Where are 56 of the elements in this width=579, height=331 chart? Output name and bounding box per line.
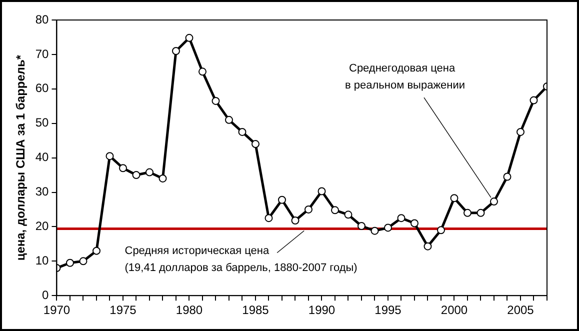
point [331,206,339,214]
point [119,164,127,172]
point [172,47,180,56]
ref-line-label: Средняя историческая цена (19,41 долларов за баррель, 1880-2007 годы) [124,244,358,274]
point [450,194,458,202]
x-tick-label: 1975 [110,303,137,318]
point [252,140,260,148]
point [198,68,206,76]
point [278,196,286,204]
point [503,172,512,181]
point [476,208,485,217]
point [384,224,392,232]
x-tick-label: 2005 [507,303,534,318]
point [132,171,140,180]
point [146,168,154,176]
y-tick-label: 10 [35,253,50,268]
point [318,187,326,196]
point [530,96,538,104]
point [212,96,220,105]
point [291,216,300,224]
point [225,116,233,124]
x-tick-label: 1985 [242,303,270,318]
point [490,198,498,206]
x-tick-label: 1990 [308,303,336,318]
point [92,246,100,255]
point [158,174,167,182]
point [424,242,432,250]
point [464,208,472,217]
point [106,152,114,160]
point [397,214,406,222]
point [370,226,379,235]
point [358,222,366,230]
point [516,128,524,136]
point [185,34,194,42]
point [344,210,352,219]
point [66,258,74,267]
point [264,214,273,222]
point [437,226,445,234]
y-tick-label: 60 [35,81,50,96]
y-tick-label: 30 [35,184,50,199]
x-tick-label: 1980 [176,303,203,318]
x-tick-label: 2000 [440,303,468,318]
point [410,219,418,228]
y-tick-label: 80 [35,12,50,26]
y-tick-label: 50 [35,116,50,130]
x-tick-label: 1970 [43,303,70,318]
y-tick-label: 0 [42,288,50,302]
x-tick-label: 1995 [374,303,402,318]
y-tick-label: 20 [35,219,50,234]
annotation: Среднегодовая цена в реальном выражении [345,62,466,92]
point [238,128,246,136]
y-tick-label: 40 [35,150,50,164]
y-axis-title: цена, доллары США за 1 баррель* [14,54,28,261]
y-tick-label: 70 [35,46,50,61]
point [304,205,312,214]
point [79,257,88,266]
